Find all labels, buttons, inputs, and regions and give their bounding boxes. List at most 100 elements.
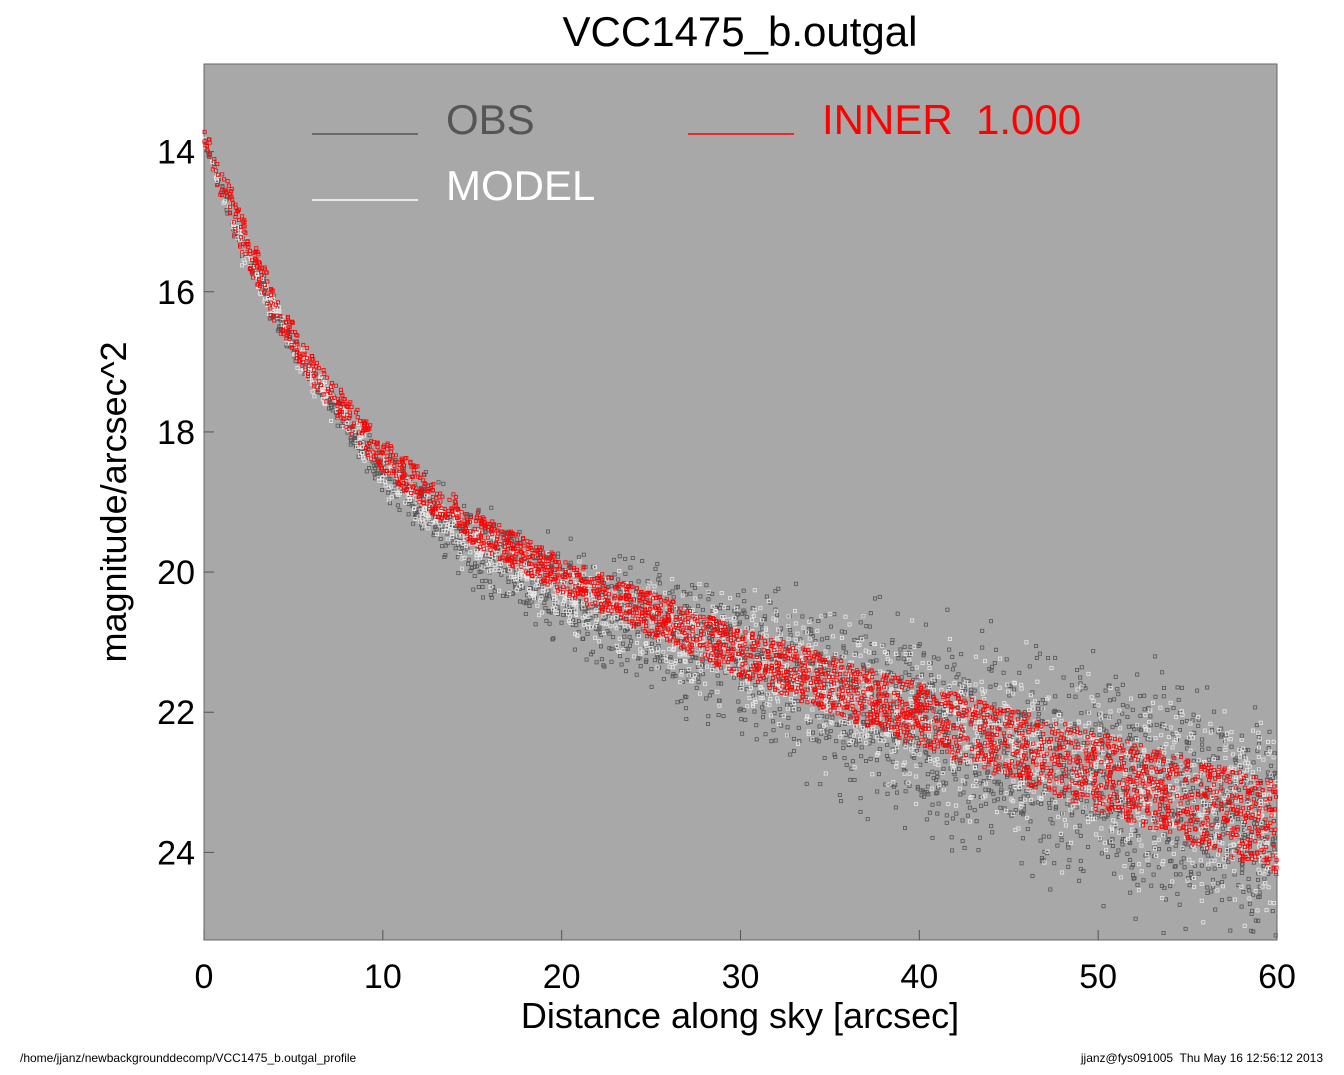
obs-point	[1113, 674, 1118, 679]
obs-point	[1115, 687, 1120, 692]
obs-point	[1110, 837, 1115, 842]
obs-point	[935, 775, 940, 780]
obs-point	[914, 749, 919, 754]
obs-point	[411, 521, 416, 526]
obs-point	[825, 636, 830, 641]
obs-point	[752, 709, 757, 714]
obs-point	[1021, 836, 1026, 841]
obs-point	[967, 805, 972, 810]
obs-point	[917, 642, 922, 647]
obs-point	[754, 737, 759, 742]
obs-point	[985, 770, 990, 775]
obs-point	[843, 650, 848, 655]
obs-point	[1175, 685, 1180, 690]
obs-point	[692, 585, 697, 590]
obs-point	[950, 667, 955, 672]
obs-point	[618, 590, 623, 595]
obs-point	[1165, 708, 1170, 713]
obs-point	[1221, 832, 1226, 837]
obs-point	[710, 591, 715, 596]
obs-point	[1093, 722, 1098, 727]
obs-point	[872, 650, 877, 655]
obs-point	[1081, 869, 1086, 874]
obs-point	[990, 664, 995, 669]
obs-point	[1204, 850, 1209, 855]
obs-point	[1131, 876, 1136, 881]
obs-point	[908, 645, 913, 650]
obs-point	[443, 553, 448, 558]
obs-point	[1002, 796, 1007, 801]
obs-point	[1206, 866, 1211, 871]
obs-point	[1239, 904, 1244, 909]
obs-point	[978, 733, 983, 738]
obs-point	[1205, 810, 1210, 815]
obs-point	[765, 693, 770, 698]
obs-point	[644, 660, 649, 665]
obs-point	[850, 759, 855, 764]
obs-point	[680, 680, 685, 685]
obs-point	[1093, 801, 1098, 806]
obs-point	[1052, 861, 1057, 866]
obs-point	[1200, 742, 1205, 747]
obs-point	[969, 753, 974, 758]
obs-point	[966, 799, 971, 804]
obs-point	[1101, 727, 1106, 732]
obs-point	[1219, 880, 1224, 885]
obs-point	[1219, 898, 1224, 903]
obs-point	[1055, 843, 1060, 848]
obs-point	[911, 677, 916, 682]
obs-point	[848, 777, 853, 782]
obs-point	[456, 571, 461, 576]
obs-point	[984, 712, 989, 717]
obs-point	[822, 756, 827, 761]
obs-point	[1184, 842, 1189, 847]
obs-point	[1092, 814, 1097, 819]
obs-point	[571, 617, 576, 622]
obs-point	[649, 667, 654, 672]
obs-point	[760, 705, 765, 710]
obs-point	[832, 612, 837, 617]
obs-point	[852, 738, 857, 743]
obs-point	[1191, 751, 1196, 756]
obs-point	[903, 789, 908, 794]
obs-point	[1042, 849, 1047, 854]
obs-point	[612, 572, 617, 577]
obs-point	[1081, 683, 1086, 688]
obs-point	[998, 805, 1003, 810]
obs-point	[501, 593, 506, 598]
obs-point	[649, 684, 654, 689]
obs-point	[1110, 725, 1115, 730]
obs-point	[1123, 755, 1128, 760]
obs-point	[1181, 846, 1186, 851]
obs-point	[721, 714, 726, 719]
obs-point	[1062, 762, 1067, 767]
obs-point	[676, 584, 681, 589]
obs-point	[476, 585, 481, 590]
obs-point	[1181, 856, 1186, 861]
obs-point	[1095, 810, 1100, 815]
obs-point	[741, 588, 746, 593]
obs-point	[375, 468, 380, 473]
obs-point	[896, 652, 901, 657]
obs-point	[1195, 789, 1200, 794]
obs-point	[1106, 753, 1111, 758]
obs-point	[1067, 774, 1072, 779]
obs-point	[460, 545, 465, 550]
obs-point	[833, 755, 838, 760]
obs-point	[476, 507, 481, 512]
obs-point	[950, 848, 955, 853]
obs-point	[968, 691, 973, 696]
obs-point	[661, 677, 666, 682]
obs-point	[930, 835, 935, 840]
obs-point	[1213, 907, 1218, 912]
obs-point	[916, 744, 921, 749]
obs-point	[785, 725, 790, 730]
obs-point	[1262, 876, 1267, 881]
obs-point	[523, 612, 528, 617]
obs-point	[1037, 734, 1042, 739]
obs-point	[1234, 755, 1239, 760]
obs-point	[1186, 876, 1191, 881]
obs-point	[657, 573, 662, 578]
obs-point	[1106, 854, 1111, 859]
obs-point	[630, 556, 635, 561]
